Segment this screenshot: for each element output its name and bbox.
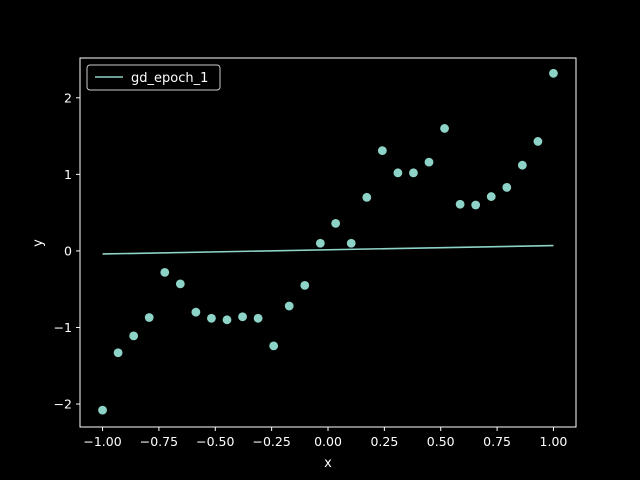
- scatter-point: [549, 68, 558, 78]
- series-line-gd-epoch-1: [102, 244, 554, 255]
- x-tick-label: −0.25: [252, 434, 290, 449]
- scatter-point: [191, 307, 201, 317]
- scatter-point: [175, 279, 185, 289]
- x-tick-label: 0.25: [370, 434, 398, 449]
- scatter-point: [346, 238, 356, 248]
- scatter-point: [98, 405, 107, 415]
- scatter-point: [440, 124, 449, 133]
- scatter-point: [207, 313, 216, 323]
- y-tick-label: 1: [64, 167, 72, 182]
- x-tick-label: 0.75: [483, 434, 511, 449]
- scatter-point: [300, 280, 310, 290]
- y-tick-label: −2: [54, 397, 72, 412]
- scatter-point: [315, 238, 325, 248]
- legend-frame: [86, 64, 221, 91]
- y-tick-label: 0: [64, 243, 72, 258]
- legend: gd_epoch_1: [86, 64, 221, 91]
- scatter-point: [377, 146, 387, 156]
- y-tick-label: 2: [64, 90, 72, 105]
- y-tick-label: −1: [54, 320, 72, 335]
- scatter-point: [455, 199, 465, 209]
- scatter-point: [331, 218, 341, 228]
- scatter-point: [393, 168, 403, 178]
- x-axis-label: x: [324, 456, 332, 471]
- scatter-point: [129, 331, 139, 341]
- scatter-point: [409, 168, 418, 178]
- x-tick-label: 0.50: [427, 434, 455, 449]
- scatter-point: [113, 348, 123, 358]
- scatter-point: [253, 313, 263, 323]
- y-axis-ticks: −2 −1 0 1 2: [54, 90, 80, 412]
- scatter-point: [160, 267, 170, 277]
- y-axis-label: y: [31, 239, 46, 247]
- scatter-point: [424, 157, 434, 167]
- scatter-point: [533, 137, 543, 146]
- scatter-point: [284, 301, 294, 311]
- x-tick-label: −0.50: [196, 434, 234, 449]
- legend-label-gd-epoch-1: gd_epoch_1: [131, 71, 208, 86]
- x-tick-label: 1.00: [540, 434, 568, 449]
- scatter-point: [222, 315, 232, 325]
- x-tick-label: −1.00: [83, 434, 121, 449]
- scatter-point: [486, 192, 496, 201]
- x-axis-ticks: −1.00 −0.75 −0.50 −0.25 0.00 0.25 0.50 0.75 1.00: [83, 427, 567, 449]
- scatter-point: [144, 313, 154, 322]
- x-tick-label: −0.75: [140, 434, 178, 449]
- scatter-point: [517, 160, 527, 170]
- scatter-point: [471, 200, 481, 210]
- scatter-point: [238, 312, 247, 322]
- scatter-point: [502, 182, 512, 192]
- scatter-point: [269, 341, 279, 351]
- plot-layer: [98, 68, 558, 415]
- x-tick-label: 0.00: [314, 434, 342, 449]
- scatter-point: [362, 192, 372, 202]
